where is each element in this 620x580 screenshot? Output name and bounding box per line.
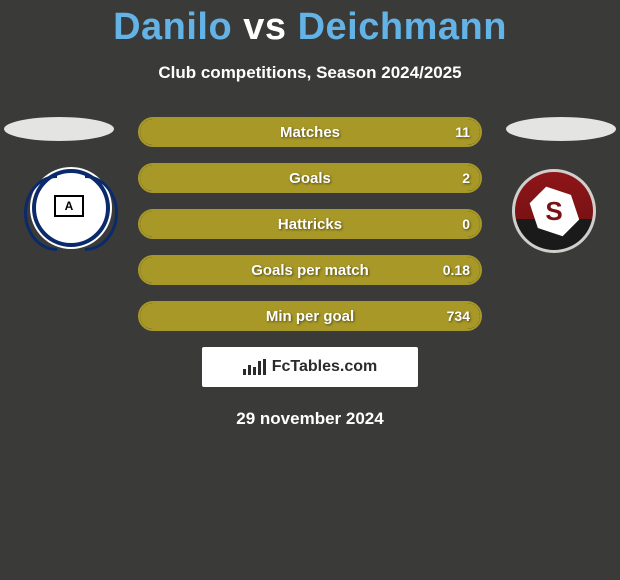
club-badge-left: A <box>30 167 112 249</box>
stat-value-right: 11 <box>455 124 470 140</box>
date-text: 29 november 2024 <box>0 409 620 429</box>
flag-icon: A <box>54 195 84 217</box>
vs-text: vs <box>243 6 286 48</box>
stat-value-right: 0 <box>462 216 470 232</box>
bar-chart-icon <box>243 359 266 375</box>
player1-platform-ellipse <box>4 117 114 141</box>
stat-value-right: 734 <box>447 308 470 324</box>
stat-bar: Matches11 <box>138 117 482 147</box>
stat-bars: Matches11 Goals2 Hattricks0 Goals per match… <box>138 117 482 331</box>
player2-platform-ellipse <box>506 117 616 141</box>
stat-bar: Min per goal734 <box>138 301 482 331</box>
stat-label: Min per goal <box>140 308 480 325</box>
brand-box: FcTables.com <box>202 347 418 387</box>
brand-text: FcTables.com <box>272 358 378 376</box>
stat-bar: Goals per match0.18 <box>138 255 482 285</box>
stat-value-right: 2 <box>462 170 470 186</box>
stat-label: Goals <box>140 170 480 187</box>
stat-value-right: 0.18 <box>443 262 470 278</box>
content-area: A Matches11 Goals2 Hattricks0 Goals per mat… <box>0 117 620 429</box>
club-badge-right <box>510 167 598 255</box>
comparison-title: Danilo vs Deichmann <box>0 0 620 49</box>
player2-name: Deichmann <box>298 6 507 48</box>
stat-label: Matches <box>140 124 480 141</box>
player1-name: Danilo <box>113 6 232 48</box>
stat-bar: Goals2 <box>138 163 482 193</box>
subtitle: Club competitions, Season 2024/2025 <box>0 63 620 83</box>
stat-label: Hattricks <box>140 216 480 233</box>
shield-icon <box>512 169 596 253</box>
stat-label: Goals per match <box>140 262 480 279</box>
stat-bar: Hattricks0 <box>138 209 482 239</box>
